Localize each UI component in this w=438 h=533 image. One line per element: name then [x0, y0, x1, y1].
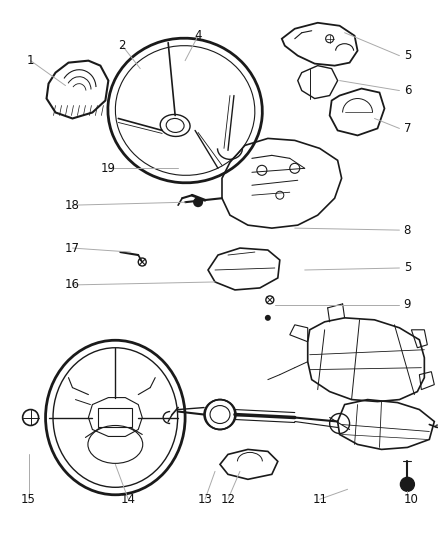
Text: 7: 7: [403, 122, 410, 135]
Text: 10: 10: [403, 493, 418, 506]
Text: 9: 9: [403, 298, 410, 311]
Text: 19: 19: [101, 162, 116, 175]
Text: 6: 6: [403, 84, 410, 97]
Circle shape: [399, 478, 413, 491]
Text: 4: 4: [194, 29, 201, 42]
Text: 16: 16: [65, 278, 80, 292]
Circle shape: [193, 197, 203, 207]
Text: 12: 12: [220, 493, 235, 506]
Text: 1: 1: [27, 54, 34, 67]
Text: 5: 5: [403, 49, 410, 62]
Text: 11: 11: [311, 493, 326, 506]
Text: 2: 2: [118, 39, 126, 52]
Circle shape: [264, 315, 270, 321]
Text: 5: 5: [403, 262, 410, 274]
Text: 13: 13: [197, 493, 212, 506]
Text: 8: 8: [403, 224, 410, 237]
Text: 17: 17: [65, 241, 80, 255]
Text: 18: 18: [65, 199, 80, 212]
Text: 14: 14: [120, 493, 135, 506]
Text: 15: 15: [21, 493, 36, 506]
